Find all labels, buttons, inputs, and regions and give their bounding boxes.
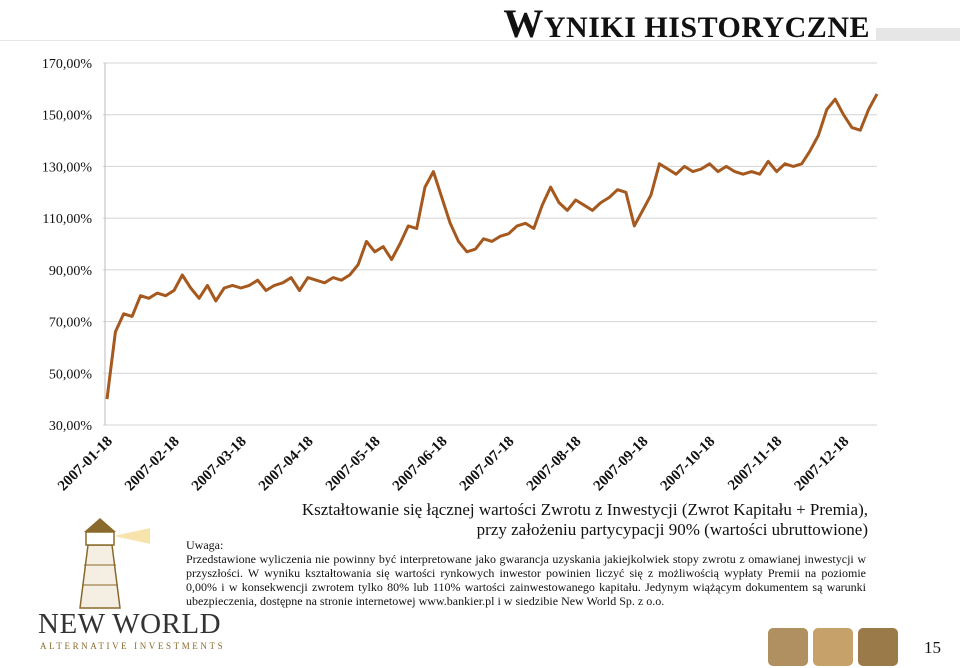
logo-tagline: ALTERNATIVE INVESTMENTS: [40, 641, 226, 651]
x-tick-label: 2007-02-18: [122, 434, 183, 495]
x-tick-label: 2007-09-18: [591, 434, 652, 495]
x-tick-label: 2007-07-18: [457, 434, 518, 495]
data-line: [105, 93, 879, 400]
chart-subtitle: przy założeniu partycypacji 90% (wartośc…: [476, 520, 868, 539]
x-tick-label: 2007-05-18: [323, 434, 384, 495]
y-tick-label: 30,00%: [49, 419, 93, 434]
x-tick-label: 2007-01-18: [55, 434, 116, 495]
y-tick-label: 150,00%: [42, 109, 93, 124]
x-tick-label: 2007-12-18: [792, 434, 853, 495]
photo-strip: [768, 628, 898, 666]
note-label: Uwaga:: [186, 538, 224, 552]
title-band: [876, 28, 960, 40]
lighthouse: [79, 518, 150, 609]
y-tick-label: 70,00%: [49, 316, 93, 331]
y-tick-label: 130,00%: [42, 160, 93, 175]
title-rule: [0, 40, 960, 41]
x-tick-label: 2007-10-18: [658, 434, 719, 495]
y-tick-label: 90,00%: [49, 264, 93, 279]
page-number: 15: [924, 638, 941, 657]
note-text: Przedstawione wyliczenia nie powinny być…: [186, 552, 866, 608]
logo-name: NEW WORLD: [38, 608, 222, 640]
x-tick-label: 2007-11-18: [725, 434, 785, 494]
y-tick-label: 110,00%: [42, 212, 92, 227]
x-tick-label: 2007-06-18: [390, 434, 451, 495]
x-tick-label: 2007-04-18: [256, 434, 317, 495]
y-tick-label: 170,00%: [42, 57, 93, 72]
x-tick-label: 2007-08-18: [524, 434, 585, 495]
slide-title: WYNIKI HISTORYCZNE: [503, 1, 870, 46]
x-tick-label: 2007-03-18: [189, 434, 250, 495]
chart-subtitle: Kształtowanie się łącznej wartości Zwrot…: [301, 500, 868, 519]
y-tick-label: 50,00%: [49, 367, 93, 382]
